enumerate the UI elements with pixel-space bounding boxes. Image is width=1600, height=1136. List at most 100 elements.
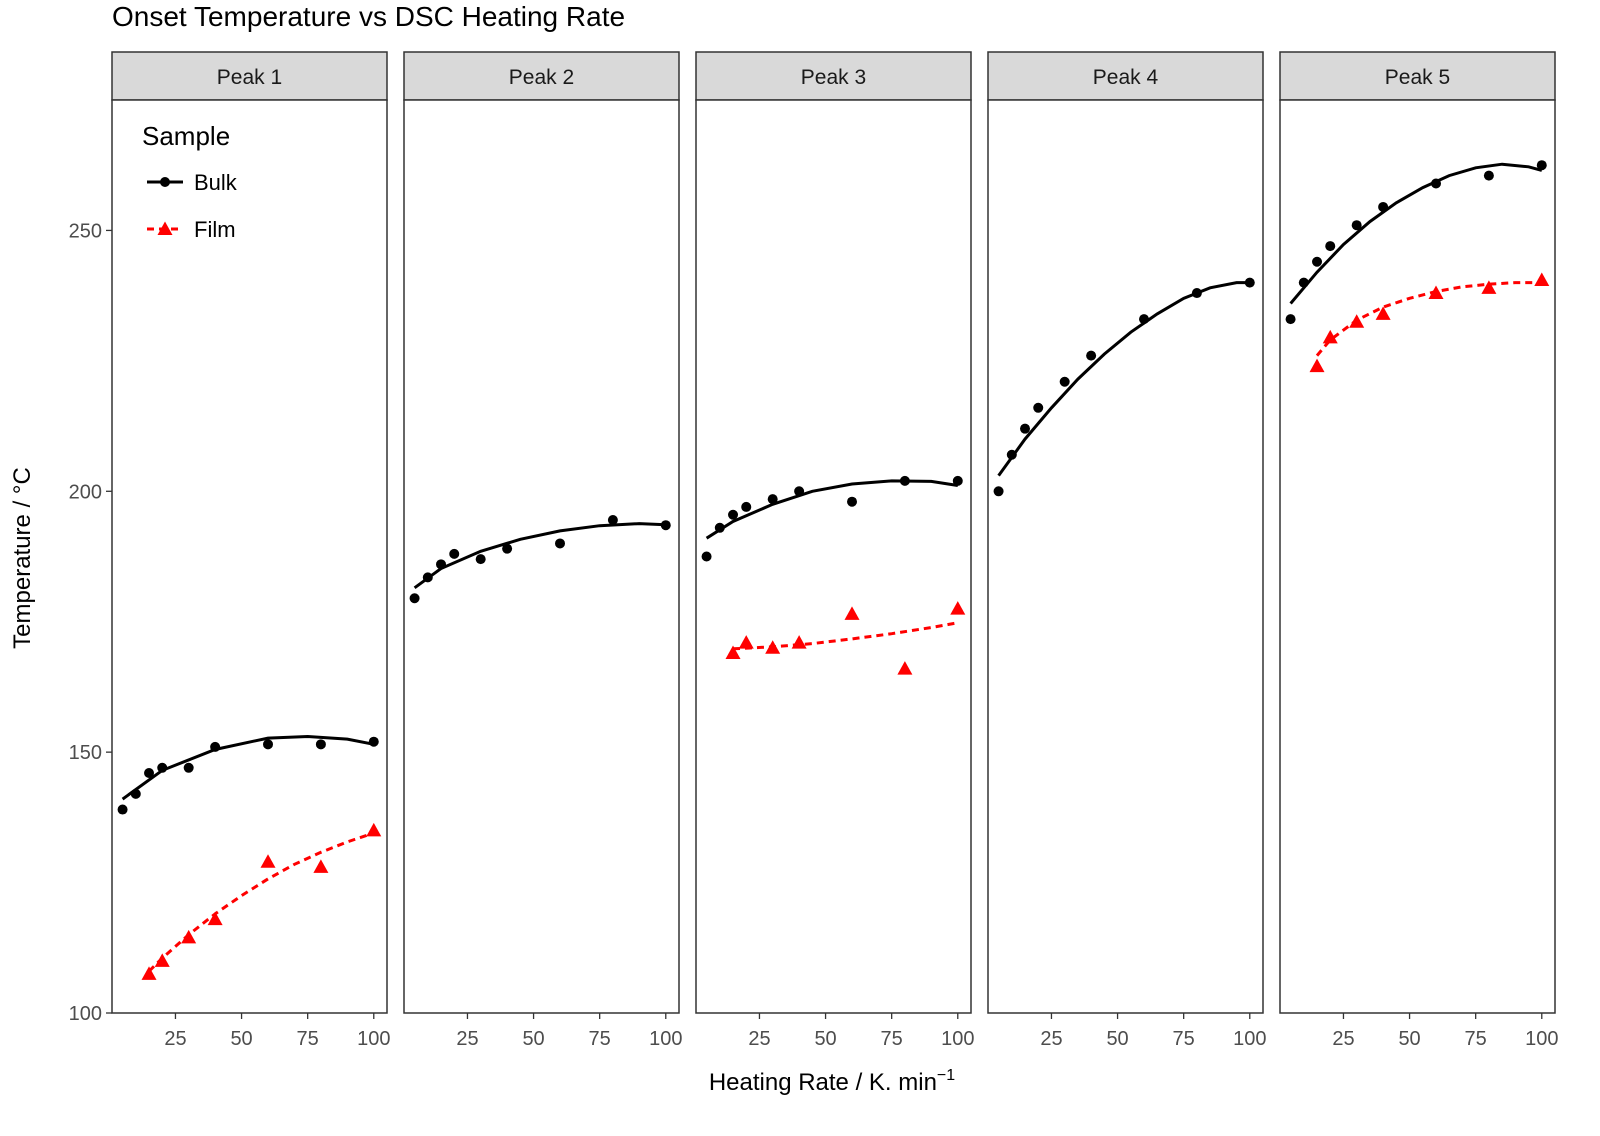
x-tick-label: 75: [881, 1028, 903, 1050]
facet-panels: Peak 1 25 50 75 100 Peak 2 25 50 75 100 Peak 3 25 50…: [111, 51, 1558, 1050]
data-point-bulk: [263, 739, 274, 750]
data-point-bulk: [409, 593, 420, 604]
data-point-bulk: [1191, 288, 1202, 299]
fit-line-bulk: [413, 522, 666, 590]
data-point-bulk: [701, 551, 712, 562]
data-point-bulk: [847, 496, 858, 507]
x-tick-label: 75: [297, 1028, 319, 1050]
data-point-film: [181, 929, 197, 944]
legend-entry-bulk: Bulk: [147, 170, 238, 195]
data-point-bulk: [741, 501, 752, 512]
panel-frame: [695, 99, 972, 1014]
facet-panel: Peak 3 25 50 75 100: [695, 51, 974, 1050]
data-point-film: [791, 635, 807, 649]
data-point-film: [1375, 306, 1391, 320]
data-point-film: [1481, 280, 1497, 294]
x-tick-label: 50: [230, 1028, 252, 1050]
series-film: [1309, 272, 1550, 373]
data-point-film: [313, 859, 329, 873]
x-tick-label: 25: [164, 1028, 186, 1050]
x-tick-label: 25: [456, 1028, 478, 1050]
fit-line-bulk: [997, 281, 1250, 477]
data-point-bulk: [315, 739, 326, 750]
data-point-film: [950, 601, 966, 615]
series-film: [141, 822, 382, 980]
fit-line-bulk: [1289, 162, 1543, 305]
x-axis-label-superscript: −1: [937, 1067, 955, 1084]
x-tick-label: 50: [522, 1028, 544, 1050]
data-point-bulk: [1325, 241, 1336, 252]
x-tick-label: 100: [649, 1028, 682, 1050]
x-tick-label: 75: [1173, 1028, 1195, 1050]
data-point-bulk: [1086, 350, 1097, 361]
data-point-bulk: [1059, 376, 1070, 387]
series-bulk: [409, 514, 671, 604]
panel-frame: [1279, 99, 1556, 1014]
data-point-film: [897, 661, 913, 675]
y-axis: 100 150 200 250: [69, 220, 112, 1025]
facet-strip-label: Peak 2: [509, 66, 574, 89]
facet-strip: [695, 51, 972, 101]
x-tick-label: 25: [748, 1028, 770, 1050]
x-tick-label: 100: [941, 1028, 974, 1050]
data-point-bulk: [130, 788, 141, 799]
data-point-bulk: [422, 572, 433, 583]
facet-panel: Peak 5 25 50 75 100: [1279, 51, 1558, 1050]
data-point-film: [1428, 285, 1444, 300]
data-point-bulk: [899, 475, 910, 486]
data-point-bulk: [1536, 160, 1547, 171]
x-tick-label: 100: [1525, 1028, 1558, 1050]
y-tick-label: 250: [69, 220, 102, 242]
data-point-bulk: [183, 762, 194, 773]
data-point-bulk: [502, 543, 513, 554]
data-point-film: [1322, 329, 1338, 344]
x-tick-label: 75: [1465, 1028, 1487, 1050]
data-point-film: [1534, 272, 1550, 286]
data-point-bulk: [1244, 277, 1255, 288]
legend-marker: [157, 221, 173, 235]
x-tick-label: 100: [357, 1028, 390, 1050]
x-tick-label: 25: [1332, 1028, 1354, 1050]
x-tick-label: 50: [1398, 1028, 1420, 1050]
facet-strip: [987, 51, 1264, 101]
facet-panel: Peak 2 25 50 75 100: [403, 51, 682, 1050]
data-point-bulk: [1351, 220, 1362, 231]
data-point-bulk: [1006, 449, 1017, 460]
data-point-bulk: [144, 768, 155, 779]
data-point-bulk: [1033, 402, 1044, 413]
x-tick-label: 50: [814, 1028, 836, 1050]
data-point-bulk: [728, 509, 739, 520]
facet-strip-label: Peak 5: [1385, 66, 1450, 89]
series-film: [725, 601, 966, 675]
data-point-bulk: [117, 804, 128, 815]
data-point-bulk: [1020, 423, 1031, 434]
x-tick-label: 25: [1040, 1028, 1062, 1050]
data-point-film: [738, 635, 754, 649]
data-point-bulk: [993, 486, 1004, 497]
data-point-film: [1309, 358, 1325, 373]
fit-line-film: [147, 831, 375, 973]
legend-title: Sample: [142, 121, 230, 151]
data-point-bulk: [1298, 277, 1309, 288]
facet-strip-label: Peak 4: [1093, 66, 1159, 89]
data-point-bulk: [436, 559, 447, 570]
series-bulk: [1285, 160, 1547, 325]
legend-label: Film: [194, 217, 236, 242]
facet-strip-label: Peak 3: [801, 66, 866, 89]
x-axis-label-main: Heating Rate / K. min: [709, 1069, 937, 1096]
data-point-film: [765, 640, 781, 654]
data-point-film: [725, 645, 741, 660]
data-point-film: [207, 911, 223, 926]
data-point-bulk: [1139, 314, 1150, 325]
series-bulk: [993, 277, 1255, 497]
x-tick-label: 100: [1233, 1028, 1266, 1050]
facet-strip-label: Peak 1: [217, 66, 282, 89]
x-tick-label: 75: [589, 1028, 611, 1050]
data-point-bulk: [794, 486, 805, 497]
data-point-bulk: [660, 520, 671, 531]
facet-strip: [403, 51, 680, 101]
panel-frame: [403, 99, 680, 1014]
fit-line-film: [1315, 281, 1542, 357]
